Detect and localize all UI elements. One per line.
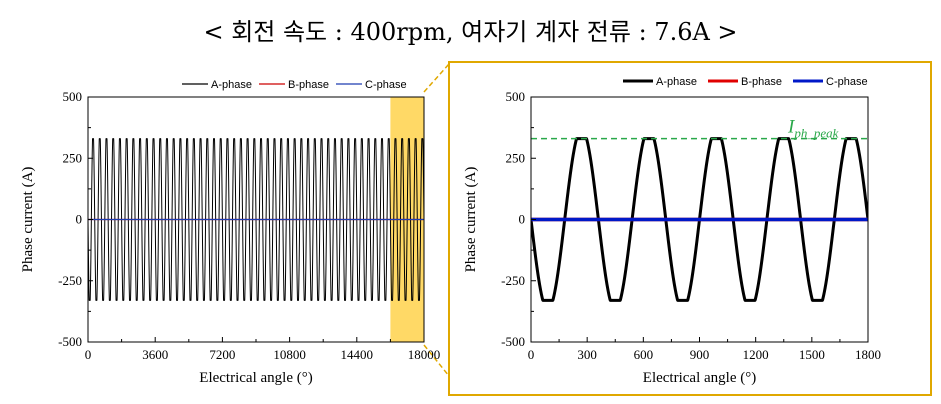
x-tick-label: 3600: [142, 347, 168, 362]
y-tick-label: 250: [506, 150, 526, 165]
y-tick-label: 500: [506, 89, 526, 104]
x-tick-label: 0: [85, 347, 92, 362]
legend-entry: C-phase: [826, 76, 868, 88]
legend-entry: C-phase: [365, 79, 407, 91]
x-tick-label: 0: [528, 347, 535, 362]
x-axis-label: Electrical angle (°): [643, 370, 756, 386]
y-axis-label: Phase current (A): [20, 167, 36, 273]
chart-right: Iph_peak 0 300 600 900 1200 1500 1800 500 250 0 -25…: [463, 76, 881, 386]
chart-left: 0 3600 7200 10800 14400 18000 500 250 0 -250 -500 E…: [20, 79, 440, 386]
legend-entry: B-phase: [288, 79, 329, 91]
x-tick-label: 1500: [799, 347, 825, 362]
peak-annotation: Iph_peak: [787, 117, 839, 141]
y-tick-label: 500: [63, 89, 83, 104]
y-axis-label: Phase current (A): [463, 167, 479, 273]
y-tick-label: -500: [58, 334, 82, 349]
x-tick-label: 900: [690, 347, 710, 362]
x-axis-label: Electrical angle (°): [199, 370, 312, 386]
x-tick-label: 1800: [855, 347, 881, 362]
x-tick-label: 1200: [743, 347, 769, 362]
y-tick-label: 250: [63, 150, 83, 165]
y-tick-label: 0: [76, 212, 83, 227]
zoom-box: [448, 61, 932, 396]
x-tick-label: 14400: [341, 347, 374, 362]
x-tick-label: 7200: [209, 347, 235, 362]
page-title: < 회전 속도 : 400rpm, 여자기 계자 전류 : 7.6A >: [203, 18, 738, 46]
legend-entry: A-phase: [656, 76, 697, 88]
legend-entry: B-phase: [741, 76, 782, 88]
y-tick-label: -500: [501, 334, 525, 349]
x-tick-label: 18000: [408, 347, 441, 362]
zoom-connector-top: [423, 63, 450, 93]
y-tick-label: -250: [58, 273, 82, 288]
x-tick-label: 600: [634, 347, 654, 362]
y-tick-label: -250: [501, 273, 525, 288]
zoom-connector-bottom: [423, 344, 450, 377]
y-tick-label: 0: [519, 212, 526, 227]
x-tick-label: 300: [577, 347, 597, 362]
legend-entry: A-phase: [211, 79, 252, 91]
x-tick-label: 10800: [273, 347, 306, 362]
